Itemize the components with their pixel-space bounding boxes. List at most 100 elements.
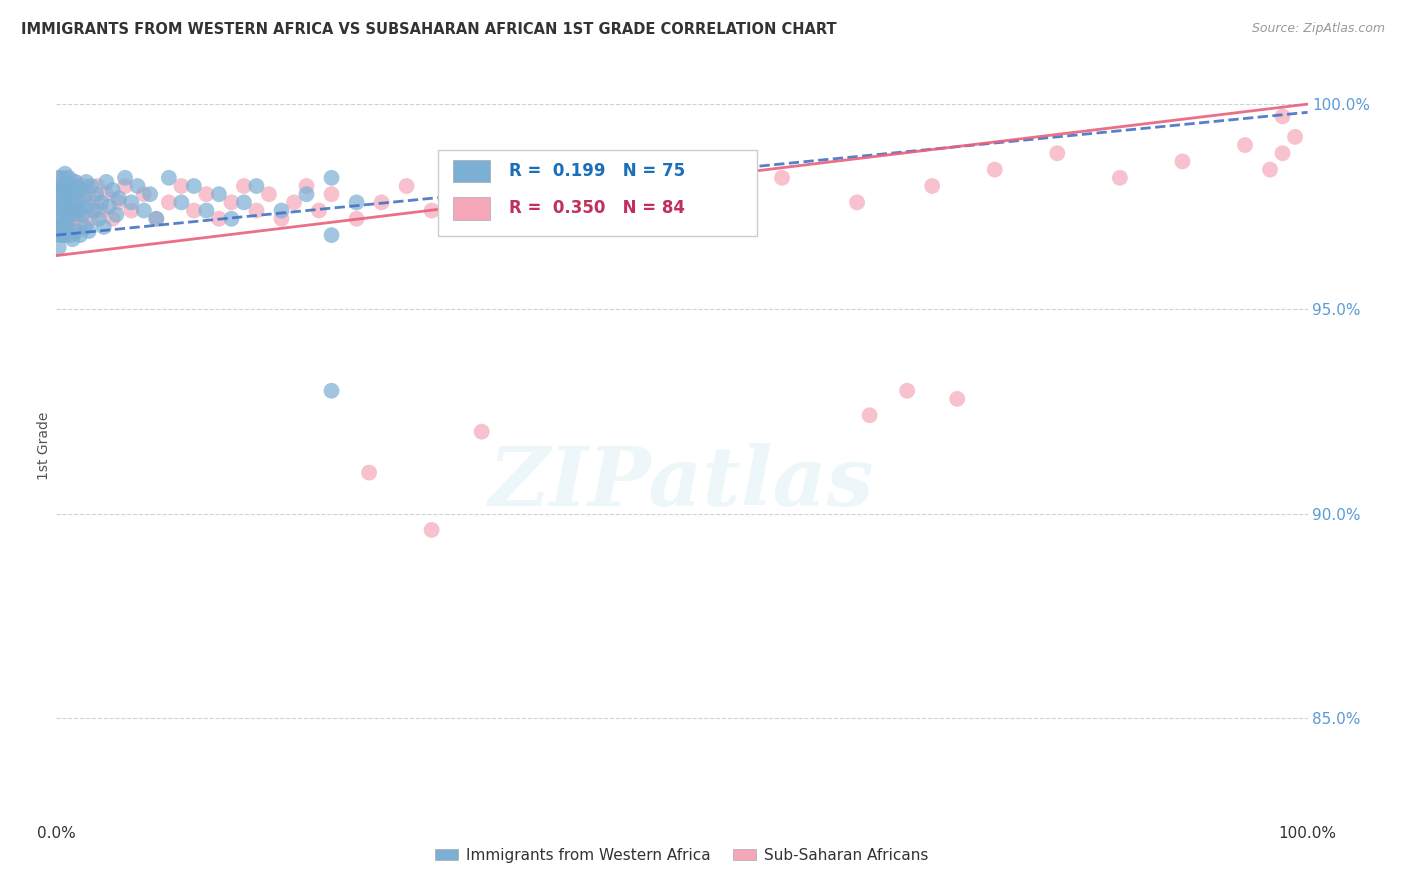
Point [67, 203, 90, 218]
Point [283, 195, 305, 210]
Point [770, 170, 793, 185]
Point [53, 199, 76, 213]
Point [59, 195, 82, 210]
Point [65, 199, 87, 213]
Point [62, 187, 84, 202]
Point [55, 183, 77, 197]
Point [346, 195, 368, 210]
Point [1109, 170, 1132, 185]
Point [946, 392, 969, 406]
Point [53, 170, 76, 185]
Point [170, 195, 193, 210]
Point [53, 228, 76, 243]
Point [633, 203, 655, 218]
Point [49, 170, 72, 185]
Point [66, 183, 89, 197]
Point [51, 228, 73, 243]
Point [145, 211, 167, 226]
Point [195, 187, 218, 202]
Point [59, 228, 82, 243]
Point [56, 187, 79, 202]
Point [370, 195, 392, 210]
Point [67, 208, 90, 222]
Text: R =  0.199   N = 75: R = 0.199 N = 75 [509, 162, 685, 180]
Point [90, 203, 112, 218]
FancyBboxPatch shape [453, 160, 491, 182]
Point [346, 211, 368, 226]
Point [84, 187, 107, 202]
Point [114, 179, 136, 194]
Point [696, 187, 718, 202]
Point [83, 203, 105, 218]
Point [48, 187, 70, 202]
Point [127, 179, 149, 194]
Point [73, 219, 96, 234]
Point [77, 224, 100, 238]
Point [1271, 109, 1294, 123]
Point [46, 179, 69, 194]
Point [208, 211, 231, 226]
Point [308, 203, 330, 218]
Point [49, 179, 72, 194]
Point [52, 179, 75, 194]
Point [495, 211, 517, 226]
Point [359, 466, 381, 480]
Point [52, 219, 75, 234]
Point [58, 170, 80, 185]
Point [80, 211, 103, 226]
Point [221, 211, 243, 226]
Point [921, 179, 943, 194]
Point [87, 211, 110, 226]
Point [76, 199, 98, 213]
FancyBboxPatch shape [437, 150, 756, 236]
Point [62, 195, 84, 210]
Point [295, 187, 318, 202]
Legend: Immigrants from Western Africa, Sub-Saharan Africans: Immigrants from Western Africa, Sub-Saha… [429, 842, 935, 869]
Point [48, 219, 70, 234]
Point [1171, 154, 1194, 169]
Point [221, 195, 243, 210]
Point [533, 195, 555, 210]
Point [321, 187, 343, 202]
Point [86, 179, 108, 194]
Point [72, 208, 94, 222]
Point [46, 211, 69, 226]
Point [53, 199, 76, 213]
Point [195, 203, 218, 218]
Point [73, 191, 96, 205]
Point [55, 183, 77, 197]
Point [458, 187, 481, 202]
Point [145, 211, 167, 226]
Point [321, 384, 343, 398]
Text: R =  0.350   N = 84: R = 0.350 N = 84 [509, 200, 685, 218]
Point [132, 203, 155, 218]
Point [51, 195, 73, 210]
Point [48, 240, 70, 254]
Point [245, 179, 267, 194]
Point [270, 211, 292, 226]
Point [90, 195, 112, 210]
Point [245, 203, 267, 218]
Point [270, 203, 292, 218]
Point [63, 175, 86, 189]
Point [233, 195, 256, 210]
Point [48, 187, 70, 202]
Point [80, 179, 103, 194]
Point [257, 187, 280, 202]
Text: Source: ZipAtlas.com: Source: ZipAtlas.com [1251, 22, 1385, 36]
Point [1234, 138, 1257, 153]
Point [105, 208, 128, 222]
Point [108, 191, 131, 205]
Point [51, 228, 73, 243]
Point [208, 187, 231, 202]
Point [62, 219, 84, 234]
Point [60, 179, 83, 194]
Point [1258, 162, 1281, 177]
Point [70, 216, 93, 230]
Point [46, 170, 69, 185]
Point [59, 187, 82, 202]
Point [53, 167, 76, 181]
Point [56, 219, 79, 234]
Point [52, 187, 75, 202]
Point [73, 179, 96, 194]
